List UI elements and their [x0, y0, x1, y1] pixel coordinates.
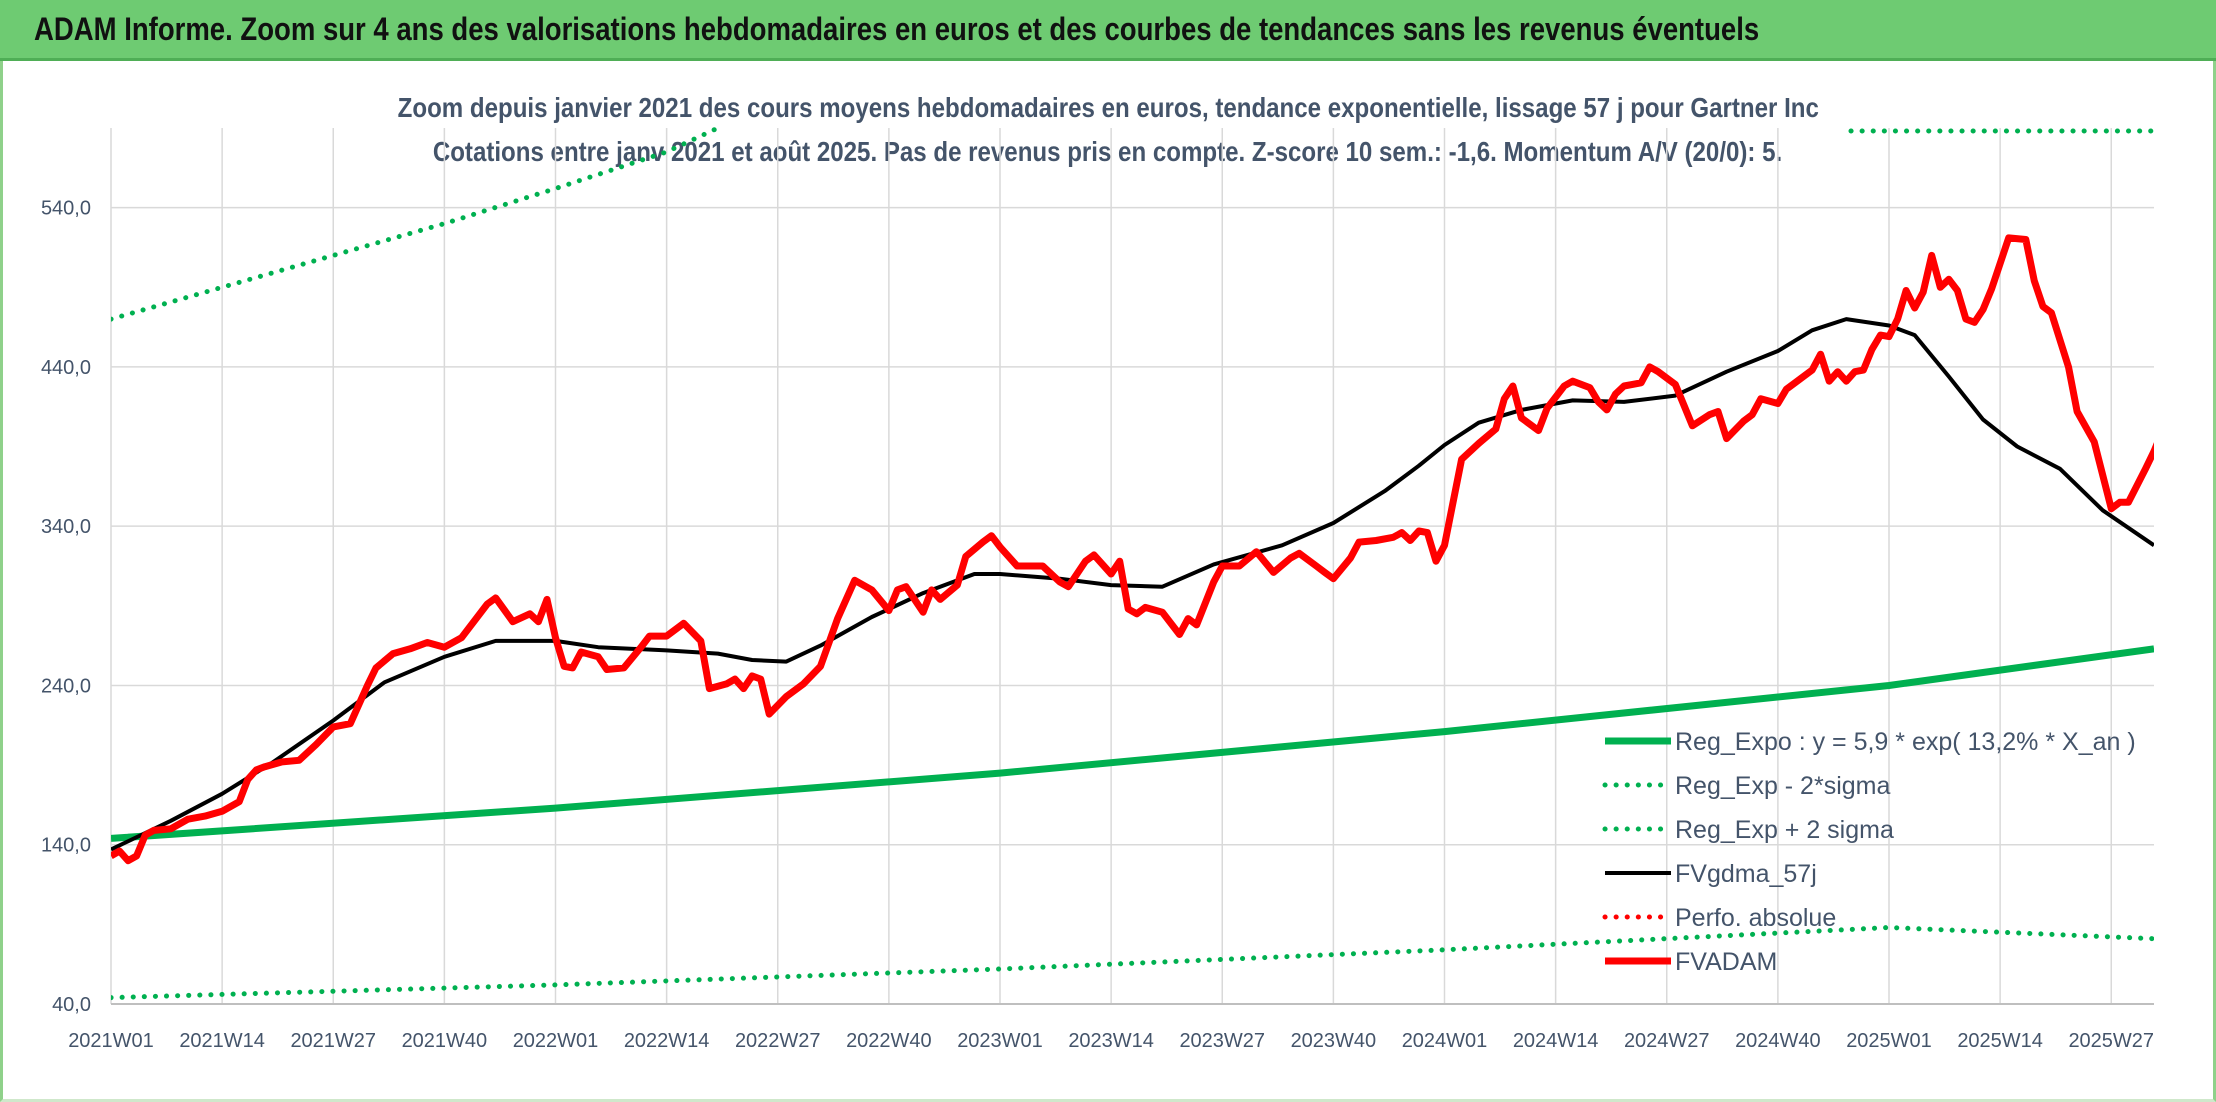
- legend-label-5: FVADAM: [1675, 948, 1777, 976]
- x-tick-label: 2021W40: [402, 1030, 488, 1052]
- x-tick-label: 2022W27: [735, 1030, 821, 1052]
- y-tick-label: 440,0: [41, 357, 91, 379]
- report-title: ADAM Informe. Zoom sur 4 ans des valoris…: [34, 11, 1760, 47]
- legend-label-2: Reg_Exp + 2 sigma: [1675, 816, 1894, 844]
- legend-label-4: Perfo. absolue: [1675, 904, 1836, 932]
- x-tick-label: 2023W14: [1068, 1030, 1154, 1052]
- series-layer: [111, 125, 2157, 1001]
- legend: Reg_Expo : y = 5,9 * exp( 13,2% * X_an )…: [1602, 728, 2136, 976]
- x-tick-label: 2021W27: [290, 1030, 376, 1052]
- legend-label-3: FVgdma_57j: [1675, 860, 1817, 888]
- series-line-2: [111, 125, 721, 322]
- x-tick-label: 2022W14: [624, 1030, 710, 1052]
- legend-label-0: Reg_Expo : y = 5,9 * exp( 13,2% * X_an ): [1675, 728, 2136, 756]
- report-banner: ADAM Informe. Zoom sur 4 ans des valoris…: [0, 0, 2216, 61]
- chart-subtitle-line-2: Cotations entre janv 2021 et août 2025. …: [0, 132, 2216, 172]
- series-line-5: [111, 234, 2154, 865]
- x-tick-label: 2021W14: [179, 1030, 265, 1052]
- y-tick-label: 240,0: [41, 675, 91, 697]
- chart-subtitle-line-1: Zoom depuis janvier 2021 des cours moyen…: [0, 88, 2216, 128]
- x-tick-label: 2024W27: [1624, 1030, 1710, 1052]
- x-tick-label: 2025W01: [1846, 1030, 1932, 1052]
- x-tick-label: 2024W01: [1402, 1030, 1488, 1052]
- x-tick-label: 2021W01: [68, 1030, 154, 1052]
- legend-label-1: Reg_Exp - 2*sigma: [1675, 772, 1890, 800]
- y-tick-label: 340,0: [41, 516, 91, 538]
- y-tick-label: 40,0: [52, 994, 91, 1016]
- x-tick-label: 2022W40: [846, 1030, 932, 1052]
- x-tick-label: 2025W14: [1957, 1030, 2043, 1052]
- x-tick-label: 2023W40: [1291, 1030, 1377, 1052]
- x-tick-label: 2024W40: [1735, 1030, 1821, 1052]
- series-line-0: [111, 645, 2154, 842]
- chart-subtitle-line-2-text: Cotations entre janv 2021 et août 2025. …: [433, 136, 1783, 167]
- x-tick-label: 2023W27: [1179, 1030, 1265, 1052]
- y-tick-label: 140,0: [41, 835, 91, 857]
- x-tick-label: 2025W27: [2068, 1030, 2154, 1052]
- chart-subtitle-line-1-text: Zoom depuis janvier 2021 des cours moyen…: [397, 92, 1819, 123]
- x-tick-label: 2023W01: [957, 1030, 1043, 1052]
- axis-layer: 40,0 140,0 240,0 340,0 440,0 540,0 2021W01 2021…: [41, 198, 2154, 1052]
- y-tick-label: 540,0: [41, 198, 91, 220]
- series-line-1: [111, 925, 2154, 1001]
- x-tick-label: 2022W01: [513, 1030, 599, 1052]
- series-line-3: [111, 317, 2154, 852]
- x-tick-label: 2024W14: [1513, 1030, 1599, 1052]
- grid-layer: [110, 128, 2154, 1005]
